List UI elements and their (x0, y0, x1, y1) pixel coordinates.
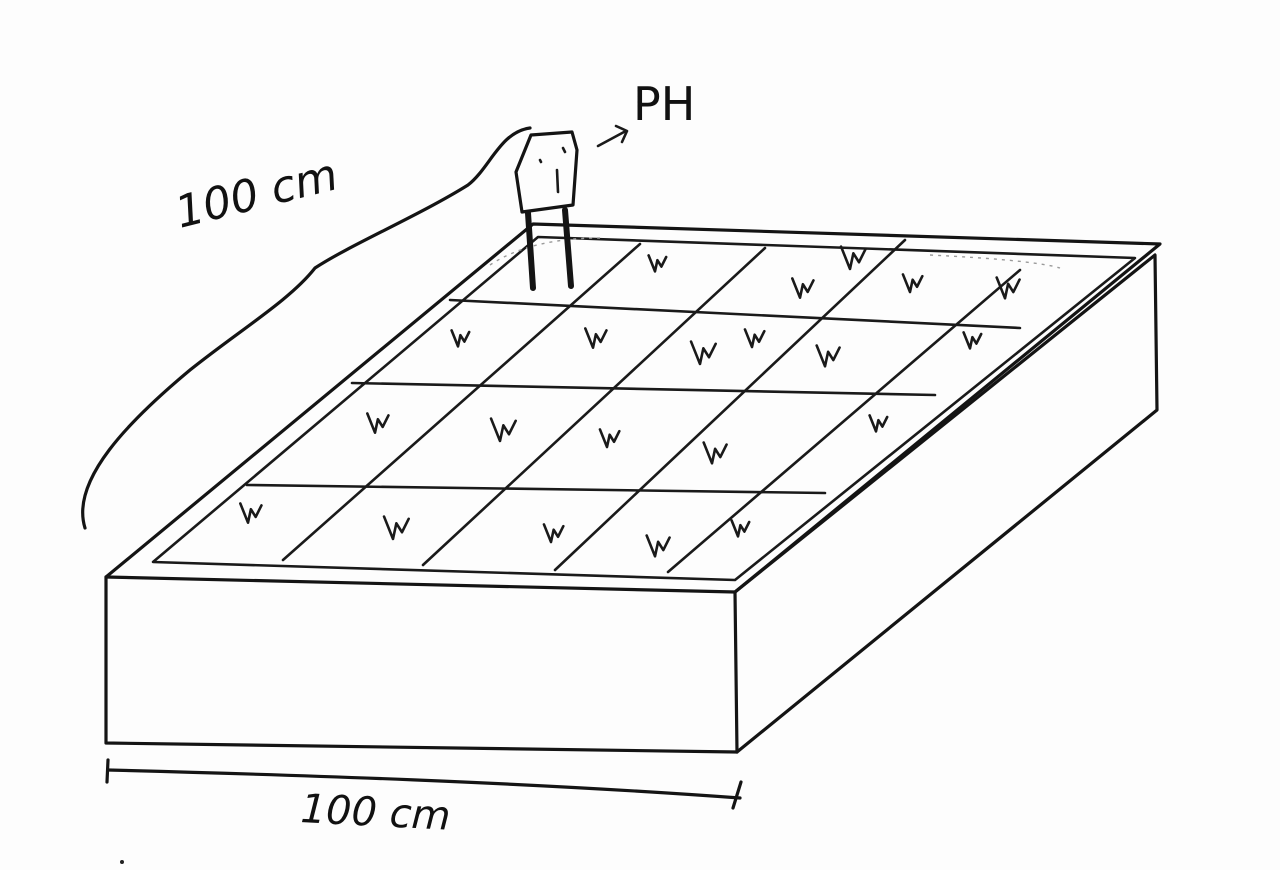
soil-shading (489, 237, 1061, 269)
sprout-icon (995, 276, 1021, 300)
ph-sensor-prong-left (525, 210, 536, 291)
ph-sensor-mark-line (555, 168, 560, 194)
grid-column-line-1 (281, 242, 642, 562)
ph-sensor: PH (514, 77, 695, 291)
soil-area (151, 235, 1137, 582)
sprout-icon (839, 245, 867, 271)
sprout-icon (743, 328, 766, 349)
sprout-icon (689, 340, 717, 366)
width-dimension: 100 cm (105, 758, 743, 840)
garden-bed-box (104, 222, 1162, 754)
width-dimension-label: 100 cm (299, 786, 451, 840)
sprout-icon (962, 331, 983, 350)
arrow-right-icon (596, 124, 629, 148)
sprout-icon (901, 273, 924, 294)
ph-sensor-label: PH (633, 77, 695, 131)
sprout-icon (366, 412, 390, 434)
sprout-icon (450, 329, 471, 348)
bed-side-face (733, 253, 1159, 754)
grid-row-line-3 (245, 483, 827, 495)
grid-column-line-2 (421, 246, 767, 567)
sprout-icon (598, 428, 621, 449)
sprout-icon (489, 417, 517, 443)
sprout-icon (868, 414, 889, 433)
bed-top-outer-rim (104, 222, 1162, 594)
soil-inner-rim (151, 235, 1137, 582)
sprout-icon (647, 254, 668, 273)
sprout-icon (239, 502, 263, 524)
width-dimension-tick-left (105, 758, 110, 784)
planting-grid (245, 238, 1022, 574)
sprout-icon (584, 327, 608, 349)
ph-sensor-mark-dot (538, 158, 543, 164)
depth-dimension: 100 cm (81, 126, 532, 530)
bed-front-face (104, 575, 739, 754)
sprout-icon (730, 519, 751, 538)
grid-row-line-2 (350, 381, 937, 397)
sprout-icon (542, 523, 565, 544)
sprout-icon (815, 344, 841, 368)
grid-column-line-4 (666, 268, 1022, 574)
width-dimension-tick-right (731, 780, 743, 810)
ph-sensor-mark-tick (561, 146, 567, 154)
pen-dot (120, 860, 124, 864)
width-dimension-line (106, 768, 742, 800)
sprout-icon (645, 534, 671, 558)
grid-row-line-1 (448, 298, 1022, 330)
sprout-icon (702, 441, 728, 465)
grid-column-line-3 (553, 238, 907, 572)
sprout-icon (791, 277, 815, 299)
ph-sensor-prong-right (562, 207, 574, 289)
depth-dimension-label: 100 cm (170, 149, 342, 238)
ph-sensor-icon (514, 130, 579, 214)
seedlings-group (239, 245, 1021, 558)
sprout-icon (382, 515, 410, 541)
depth-dimension-curve (81, 126, 532, 530)
